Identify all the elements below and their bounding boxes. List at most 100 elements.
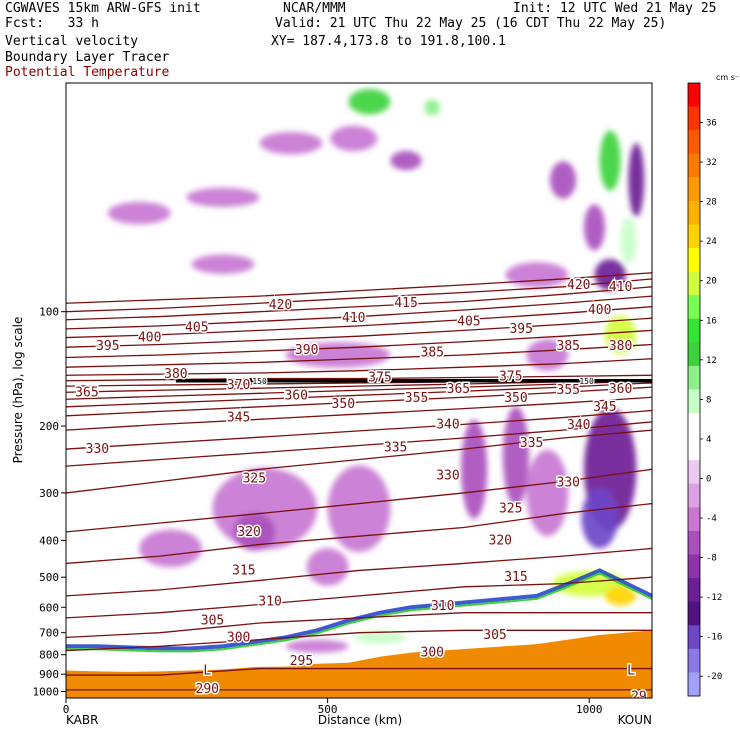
tropopause-label: 150 bbox=[579, 377, 594, 386]
isentrope-label: 300 bbox=[227, 630, 250, 645]
isentrope-375 bbox=[66, 374, 652, 382]
colorbar-swatch bbox=[688, 483, 700, 508]
isentrope-label: 355 bbox=[557, 383, 580, 398]
isentrope-label: 330 bbox=[557, 476, 580, 491]
w-cell bbox=[461, 419, 488, 519]
colorbar-swatch bbox=[688, 153, 700, 178]
colorbar-swatch bbox=[688, 248, 700, 273]
isentrope-label: 350 bbox=[504, 391, 527, 406]
isentrope-315 bbox=[66, 547, 652, 597]
isentrope-label: 330 bbox=[436, 469, 459, 484]
y-tick-label: 500 bbox=[39, 571, 59, 584]
isentrope-label: L bbox=[203, 663, 211, 678]
w-cell bbox=[191, 254, 255, 274]
x-tick-label: 0 bbox=[63, 703, 70, 716]
isentrope-label: 325 bbox=[243, 472, 266, 487]
boundary-layer-top bbox=[66, 568, 652, 651]
colorbar-tick-label: 12 bbox=[706, 356, 717, 366]
w-cell bbox=[390, 150, 422, 171]
w-cell bbox=[581, 488, 618, 549]
isentrope-label: 375 bbox=[368, 370, 391, 385]
colorbar-swatch bbox=[688, 271, 700, 296]
isentrope-355 bbox=[66, 382, 652, 408]
isentrope-label: 395 bbox=[509, 322, 532, 337]
model-title: CGWAVES 15km ARW-GFS init bbox=[5, 1, 201, 16]
colorbar-swatch bbox=[688, 342, 700, 367]
isentrope-label: 315 bbox=[232, 563, 255, 578]
isentrope-420 bbox=[66, 272, 652, 304]
isentrope-label: 335 bbox=[384, 441, 407, 456]
colorbar-swatch bbox=[688, 578, 700, 603]
w-cell bbox=[107, 201, 171, 225]
isentrope-320 bbox=[66, 502, 652, 565]
isentrope-350 bbox=[66, 386, 652, 417]
isentrope-label: 330 bbox=[86, 442, 109, 457]
isentrope-label: 400 bbox=[588, 303, 611, 318]
w-cell bbox=[583, 204, 605, 251]
w-cell bbox=[628, 143, 645, 217]
colorbar-swatch bbox=[688, 106, 700, 131]
cross-section-coords: XY= 187.4,173.8 to 191.8,100.1 bbox=[271, 34, 506, 49]
x-tick-label: 1000 bbox=[576, 703, 603, 716]
isentrope-415 bbox=[66, 278, 652, 313]
isentrope-410 bbox=[66, 286, 652, 321]
colorbar-tick-label: -12 bbox=[706, 593, 722, 603]
colorbar-swatch bbox=[688, 648, 700, 673]
isentrope-label: 310 bbox=[258, 595, 281, 610]
y-tick-label: 200 bbox=[39, 420, 59, 433]
isentrope-label: 385 bbox=[421, 345, 444, 360]
y-tick-label: 400 bbox=[39, 534, 59, 547]
w-cell bbox=[330, 125, 378, 152]
w-cell bbox=[502, 406, 530, 506]
colorbar-swatch bbox=[688, 507, 700, 532]
colorbar-unit: cm s⁻¹ bbox=[716, 73, 740, 82]
isentrope-295 bbox=[66, 667, 652, 676]
colorbar-frame bbox=[687, 82, 701, 697]
org-label: NCAR/MMM bbox=[283, 1, 346, 16]
isentrope-label: 420 bbox=[567, 278, 590, 293]
isentrope-label: 340 bbox=[436, 417, 459, 432]
isentrope-340 bbox=[66, 409, 652, 450]
colorbar-tick-label: -16 bbox=[706, 633, 722, 643]
colorbar-swatch bbox=[688, 601, 700, 626]
left-endpoint-label: KABR bbox=[66, 713, 98, 727]
w-cell bbox=[343, 266, 375, 283]
isentrope-label: 415 bbox=[394, 296, 417, 311]
colorbar: 36 32 28 24 20 16 12 8 4 0 -4 -8 -12 -16 -20 bbox=[687, 82, 722, 697]
isentrope-label: 290 bbox=[196, 682, 219, 697]
init-time: Init: 12 UTC Wed 21 May 25 bbox=[513, 1, 717, 16]
w-cell bbox=[369, 177, 412, 197]
w-cell bbox=[259, 131, 323, 155]
y-axis-label: Pressure (hPa), log scale bbox=[11, 317, 25, 464]
w-cell bbox=[353, 630, 407, 644]
isentrope-label: 305 bbox=[201, 613, 224, 628]
colorbar-tick-label: 20 bbox=[706, 277, 717, 287]
plot-area: 150 150 420 415 420 410 410 405 400 395 400 405 395 3… bbox=[66, 88, 652, 698]
isentrope-label: 365 bbox=[75, 385, 98, 400]
w-cell bbox=[620, 217, 637, 264]
colorbar-swatch bbox=[688, 413, 700, 438]
w-cell bbox=[233, 513, 276, 551]
y-tick-label: 800 bbox=[39, 649, 59, 662]
w-cell bbox=[505, 262, 569, 288]
colorbar-tick-label: -8 bbox=[706, 554, 717, 564]
isentrope-330 bbox=[66, 429, 652, 494]
w-cell bbox=[526, 339, 569, 371]
isentrope-label: 375 bbox=[499, 369, 522, 384]
isentrope-label: 360 bbox=[284, 388, 307, 403]
isentrope-label: 390 bbox=[295, 343, 318, 358]
colorbar-tick-label: 32 bbox=[706, 158, 717, 168]
isentrope-385 bbox=[66, 343, 652, 368]
colorbar-swatch bbox=[688, 460, 700, 485]
isentrope-390 bbox=[66, 329, 652, 359]
colorbar-tick-label: 24 bbox=[706, 237, 717, 247]
colorbar-swatch bbox=[688, 389, 700, 414]
isentrope-label: 295 bbox=[290, 654, 313, 669]
w-cell bbox=[424, 99, 441, 116]
colorbar-tick-label: 8 bbox=[706, 395, 711, 405]
colorbar-swatch bbox=[688, 83, 700, 108]
w-cell bbox=[139, 529, 203, 568]
isentrope-label: 365 bbox=[447, 382, 470, 397]
